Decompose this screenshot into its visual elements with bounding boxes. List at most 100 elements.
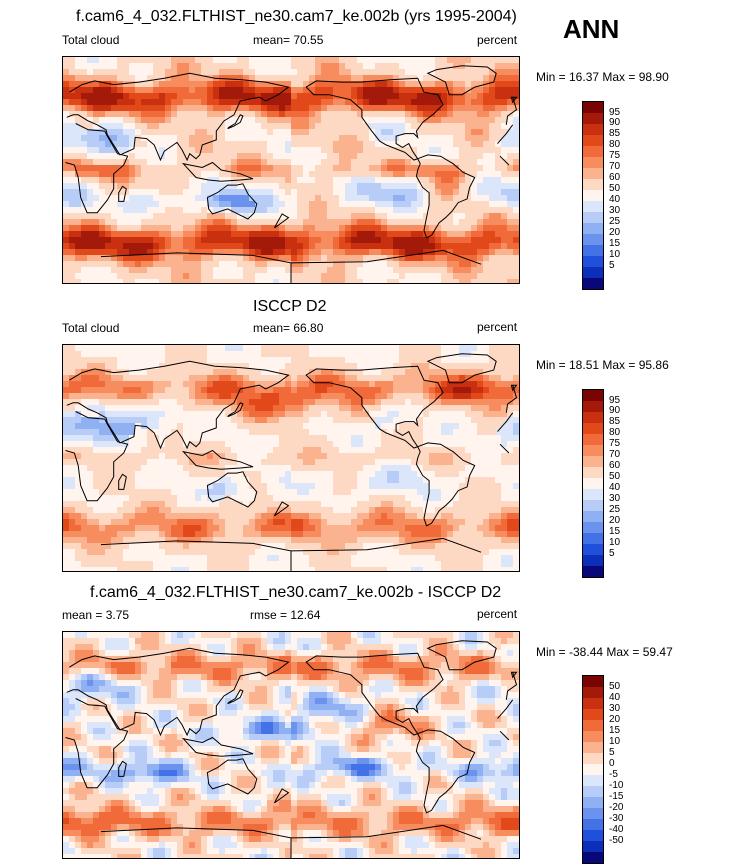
map-cell xyxy=(99,117,106,124)
map-cell xyxy=(99,153,106,160)
map-cell xyxy=(249,465,256,472)
map-cell xyxy=(159,105,166,112)
map-cell xyxy=(255,465,262,472)
map-cell xyxy=(195,183,202,190)
map-cell xyxy=(141,351,148,358)
map-cell xyxy=(219,141,226,148)
map-cell xyxy=(261,465,268,472)
map-cell xyxy=(123,57,130,64)
map-cell xyxy=(147,483,154,490)
map-cell xyxy=(87,129,94,136)
map-cell xyxy=(189,273,196,280)
map-cell xyxy=(183,279,190,283)
map-cell xyxy=(201,465,208,472)
map-cell xyxy=(123,465,130,472)
map-cell xyxy=(303,165,310,172)
map-cell xyxy=(393,105,400,112)
map-cell xyxy=(201,237,208,244)
map-cell xyxy=(333,219,340,226)
map-cell xyxy=(177,195,184,202)
map-cell xyxy=(279,165,286,172)
map-cell xyxy=(423,381,430,388)
map-cell xyxy=(351,195,358,202)
map-cell xyxy=(219,237,226,244)
map-cell xyxy=(225,489,232,496)
map-cell xyxy=(303,147,310,154)
map-cell xyxy=(123,195,130,202)
map-cell xyxy=(213,159,220,166)
map-cell xyxy=(435,171,442,178)
map-cell xyxy=(195,351,202,358)
map-cell xyxy=(495,261,502,268)
map-cell xyxy=(435,393,442,400)
map-cell xyxy=(147,237,154,244)
map-cell xyxy=(507,63,514,70)
map-cell xyxy=(225,411,232,418)
map-cell xyxy=(441,411,448,418)
map-cell xyxy=(243,363,250,370)
map-cell xyxy=(63,465,70,472)
map-cell xyxy=(165,369,172,376)
map-cell xyxy=(249,423,256,430)
map-cell xyxy=(465,423,472,430)
map-cell xyxy=(267,417,274,424)
map-cell xyxy=(441,243,448,250)
map-cell xyxy=(249,111,256,118)
map-cell xyxy=(171,411,178,418)
map-cell xyxy=(477,495,484,502)
map-cell xyxy=(345,351,352,358)
map-cell xyxy=(351,351,358,358)
map-cell xyxy=(159,117,166,124)
map-cell xyxy=(411,69,418,76)
map-cell xyxy=(237,345,244,352)
map-cell xyxy=(369,81,376,88)
map-cell xyxy=(375,261,382,268)
map-cell xyxy=(387,213,394,220)
map-cell xyxy=(291,411,298,418)
map-cell xyxy=(297,135,304,142)
map-cell xyxy=(351,411,358,418)
map-cell xyxy=(285,435,292,442)
map-cell xyxy=(279,231,286,238)
map-cell xyxy=(495,279,502,283)
map-cell xyxy=(477,99,484,106)
map-cell xyxy=(81,213,88,220)
map-cell xyxy=(195,177,202,184)
map-cell xyxy=(507,453,514,460)
map-cell xyxy=(327,447,334,454)
map-cell xyxy=(447,375,454,382)
map-cell xyxy=(387,477,394,484)
map-cell xyxy=(489,267,496,274)
map-cell xyxy=(195,75,202,82)
map-cell xyxy=(291,429,298,436)
map-cell xyxy=(477,255,484,262)
map-cell xyxy=(507,231,514,238)
map-cell xyxy=(291,405,298,412)
map-cell xyxy=(423,471,430,478)
map-cell xyxy=(87,357,94,364)
map-cell xyxy=(243,237,250,244)
map-cell xyxy=(315,465,322,472)
map-cell xyxy=(87,429,94,436)
map-cell xyxy=(171,483,178,490)
map-cell xyxy=(111,243,118,250)
map-cell xyxy=(303,63,310,70)
map-cell xyxy=(69,69,76,76)
map-cell xyxy=(471,111,478,118)
map-cell xyxy=(465,429,472,436)
map-cell xyxy=(423,171,430,178)
map-cell xyxy=(333,87,340,94)
map-cell xyxy=(321,237,328,244)
map-cell xyxy=(189,471,196,478)
map-cell xyxy=(477,135,484,142)
map-cell xyxy=(231,375,238,382)
map-cell xyxy=(273,201,280,208)
map-cell xyxy=(447,459,454,466)
map-cell xyxy=(87,381,94,388)
map-cell xyxy=(87,447,94,454)
map-cell xyxy=(135,159,142,166)
map-cell xyxy=(93,393,100,400)
map-cell xyxy=(375,63,382,70)
map-cell xyxy=(417,459,424,466)
map-cell xyxy=(231,129,238,136)
